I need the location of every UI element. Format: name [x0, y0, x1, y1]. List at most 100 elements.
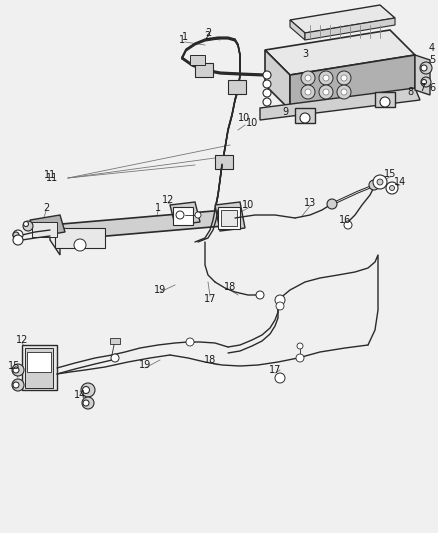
Circle shape — [301, 71, 315, 85]
Circle shape — [275, 373, 285, 383]
Bar — [32, 222, 57, 237]
Polygon shape — [50, 225, 60, 255]
Circle shape — [12, 364, 24, 376]
Circle shape — [275, 295, 285, 305]
Bar — [27, 352, 51, 372]
Text: 5: 5 — [429, 55, 435, 65]
Polygon shape — [265, 30, 415, 75]
Polygon shape — [30, 215, 65, 237]
Bar — [295, 108, 315, 123]
Polygon shape — [260, 88, 420, 120]
Circle shape — [319, 71, 333, 85]
Bar — [218, 207, 240, 229]
Circle shape — [74, 239, 86, 251]
Circle shape — [319, 85, 333, 99]
Polygon shape — [50, 210, 235, 240]
Bar — [228, 80, 246, 94]
Text: 11: 11 — [44, 170, 56, 180]
Circle shape — [263, 71, 271, 79]
Circle shape — [337, 85, 351, 99]
Bar — [190, 55, 205, 65]
Circle shape — [13, 232, 19, 238]
Circle shape — [111, 354, 119, 362]
Text: 6: 6 — [429, 83, 435, 93]
Circle shape — [323, 75, 329, 81]
Circle shape — [296, 354, 304, 362]
Circle shape — [421, 77, 431, 87]
Circle shape — [24, 222, 28, 227]
Circle shape — [82, 397, 94, 409]
Text: 10: 10 — [238, 113, 250, 123]
Text: 3: 3 — [302, 49, 308, 59]
Polygon shape — [290, 20, 305, 40]
Circle shape — [341, 89, 347, 95]
Circle shape — [263, 98, 271, 106]
Circle shape — [369, 180, 379, 190]
Circle shape — [420, 62, 432, 74]
Circle shape — [81, 383, 95, 397]
Text: 13: 13 — [304, 198, 316, 208]
Text: 16: 16 — [339, 215, 351, 225]
Text: 1: 1 — [182, 32, 188, 42]
Text: 8: 8 — [407, 87, 413, 97]
Bar — [173, 207, 193, 225]
Circle shape — [186, 338, 194, 346]
Text: 15: 15 — [8, 361, 20, 371]
Circle shape — [82, 386, 89, 393]
Circle shape — [301, 85, 315, 99]
Circle shape — [263, 89, 271, 97]
Polygon shape — [415, 55, 430, 95]
Circle shape — [276, 302, 284, 310]
Circle shape — [337, 71, 351, 85]
Circle shape — [300, 113, 310, 123]
Text: 11: 11 — [46, 173, 58, 183]
Text: 19: 19 — [139, 360, 151, 370]
Circle shape — [341, 75, 347, 81]
Text: 10: 10 — [242, 200, 254, 210]
Circle shape — [327, 199, 337, 209]
Circle shape — [344, 221, 352, 229]
Text: 18: 18 — [224, 282, 236, 292]
Bar — [375, 92, 395, 107]
Text: 2: 2 — [205, 28, 211, 38]
Text: 14: 14 — [74, 390, 86, 400]
Text: 12: 12 — [16, 335, 28, 345]
Text: 17: 17 — [269, 365, 281, 375]
Bar — [195, 63, 213, 77]
Text: 2: 2 — [204, 31, 210, 41]
Bar — [25, 348, 53, 388]
Circle shape — [305, 89, 311, 95]
Bar — [55, 228, 105, 248]
Bar — [22, 345, 57, 390]
Circle shape — [373, 175, 387, 189]
Circle shape — [13, 382, 19, 388]
Text: 15: 15 — [384, 169, 396, 179]
Polygon shape — [265, 50, 290, 110]
Polygon shape — [170, 202, 200, 225]
Circle shape — [380, 97, 390, 107]
Text: 19: 19 — [154, 285, 166, 295]
Text: 12: 12 — [162, 195, 174, 205]
Circle shape — [421, 79, 427, 85]
Circle shape — [389, 185, 395, 190]
Bar — [221, 210, 237, 226]
Circle shape — [83, 400, 89, 406]
Text: 1: 1 — [179, 35, 185, 45]
Polygon shape — [290, 5, 395, 33]
Text: 4: 4 — [429, 43, 435, 53]
Polygon shape — [290, 55, 415, 110]
Bar — [215, 155, 233, 169]
Circle shape — [13, 367, 19, 373]
Text: 14: 14 — [394, 177, 406, 187]
Circle shape — [377, 179, 383, 185]
Circle shape — [323, 89, 329, 95]
Text: 1: 1 — [155, 203, 161, 213]
Circle shape — [256, 291, 264, 299]
Circle shape — [305, 75, 311, 81]
Text: 18: 18 — [204, 355, 216, 365]
Text: 7: 7 — [419, 83, 425, 93]
Text: 2: 2 — [43, 203, 49, 213]
Circle shape — [12, 379, 24, 391]
Circle shape — [13, 235, 23, 245]
Bar — [110, 338, 120, 344]
